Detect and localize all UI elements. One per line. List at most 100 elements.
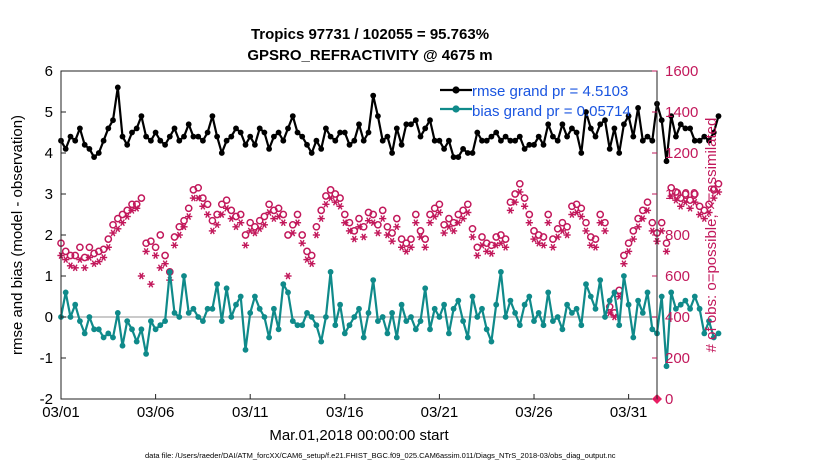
x-tick-label: 03/16 — [326, 404, 364, 421]
rmse-point — [114, 84, 121, 91]
rmse-point — [687, 125, 693, 132]
x-tick-label: 03/01 — [42, 404, 80, 421]
possible-obs-marker — [355, 214, 363, 223]
rmse-point — [682, 125, 689, 132]
possible-obs-marker — [695, 202, 704, 211]
rmse-point — [289, 113, 296, 119]
rmse-point — [242, 141, 249, 148]
bias-point — [124, 318, 131, 324]
bias-point — [346, 322, 353, 329]
rmse-point — [214, 133, 221, 140]
rmse-point — [280, 137, 287, 144]
assimilated-obs-marker — [610, 313, 618, 321]
assimilated-obs-marker — [502, 243, 510, 251]
bias-point — [100, 334, 107, 341]
assimilated-obs-marker — [289, 229, 297, 237]
assimilated-obs-marker — [402, 247, 410, 255]
possible-obs-marker — [298, 231, 307, 239]
rmse-point — [611, 125, 618, 132]
bias-point — [531, 318, 537, 324]
bias-point — [228, 314, 235, 320]
assimilated-obs-marker — [298, 239, 306, 247]
possible-obs-marker — [643, 198, 652, 207]
rmse-point — [460, 146, 466, 152]
bias-point — [242, 346, 249, 353]
y-axis-label: rmse and bias (model - observation) — [9, 115, 26, 355]
possible-obs-marker — [572, 200, 581, 209]
rmse-point — [81, 141, 88, 148]
assimilated-obs-marker — [582, 227, 590, 235]
rmse-point — [384, 133, 391, 140]
rmse-point — [389, 150, 395, 156]
obs-count-series — [57, 179, 723, 404]
bias-point — [469, 293, 476, 300]
possible-obs-marker — [705, 200, 713, 209]
y-right-tick-label: 400 — [665, 309, 690, 326]
rmse-point — [441, 146, 447, 152]
assimilated-obs-marker — [194, 194, 202, 202]
bias-point — [412, 326, 419, 333]
rmse-point — [663, 158, 670, 165]
bias-point — [436, 314, 443, 320]
possible-obs-marker — [61, 247, 70, 256]
possible-obs-marker — [274, 204, 283, 213]
rmse-point — [691, 137, 698, 144]
x-tick-label: 03/26 — [515, 404, 553, 421]
bias-point — [148, 318, 154, 324]
bias-point — [332, 322, 339, 329]
bias-point — [483, 326, 490, 333]
legend: rmse grand pr = 4.5103 bias grand pr = 0… — [440, 83, 631, 120]
rmse-point — [616, 150, 623, 156]
possible-obs-marker — [501, 235, 510, 243]
rmse-point — [181, 133, 187, 140]
possible-obs-marker — [515, 179, 524, 188]
rmse-point — [455, 154, 462, 161]
bias-point — [502, 314, 509, 320]
bias-point — [256, 305, 263, 312]
possible-obs-marker — [369, 210, 378, 219]
y-tick-label: -2 — [40, 391, 53, 408]
rmse-point — [469, 150, 476, 156]
bias-point — [318, 338, 325, 345]
rmse-point — [559, 121, 566, 128]
assimilated-obs-marker — [459, 215, 467, 223]
rmse-point — [592, 133, 599, 140]
rmse-point — [308, 150, 315, 156]
rmse-point — [228, 133, 235, 140]
rmse-point — [597, 121, 604, 128]
rmse-point — [100, 137, 107, 144]
bias-point — [110, 334, 116, 341]
bias-point — [701, 330, 708, 337]
rmse-point — [516, 133, 523, 140]
bias-point — [337, 301, 343, 308]
possible-obs-marker — [435, 200, 444, 209]
bias-point — [370, 277, 377, 283]
possible-obs-marker — [378, 206, 387, 215]
possible-obs-marker — [539, 233, 548, 241]
possible-obs-marker — [525, 210, 534, 219]
assimilated-obs-marker — [450, 227, 458, 235]
assimilated-obs-marker — [114, 225, 122, 233]
assimilated-obs-marker — [355, 223, 363, 231]
assimilated-obs-marker — [634, 223, 642, 231]
assimilated-obs-marker — [407, 243, 415, 251]
bias-point — [554, 314, 561, 320]
rmse-point — [294, 129, 301, 136]
assimilated-obs-marker — [468, 233, 477, 241]
bias-point — [81, 330, 88, 337]
rmse-point — [185, 121, 192, 128]
bias-point — [450, 305, 457, 312]
rmse-point — [252, 141, 258, 148]
bias-point — [512, 310, 518, 316]
assimilated-obs-marker — [549, 243, 557, 251]
bias-point — [602, 314, 608, 320]
y-tick-label: -1 — [40, 350, 53, 367]
bias-point — [559, 326, 566, 333]
possible-obs-marker — [662, 239, 671, 248]
rmse-point — [573, 129, 580, 136]
rmse-point — [393, 125, 400, 132]
legend-bias-label: bias grand pr = 0.05714 — [472, 103, 631, 120]
assimilated-obs-marker — [554, 233, 562, 241]
bias-point — [479, 305, 485, 312]
assimilated-obs-marker — [227, 215, 235, 223]
